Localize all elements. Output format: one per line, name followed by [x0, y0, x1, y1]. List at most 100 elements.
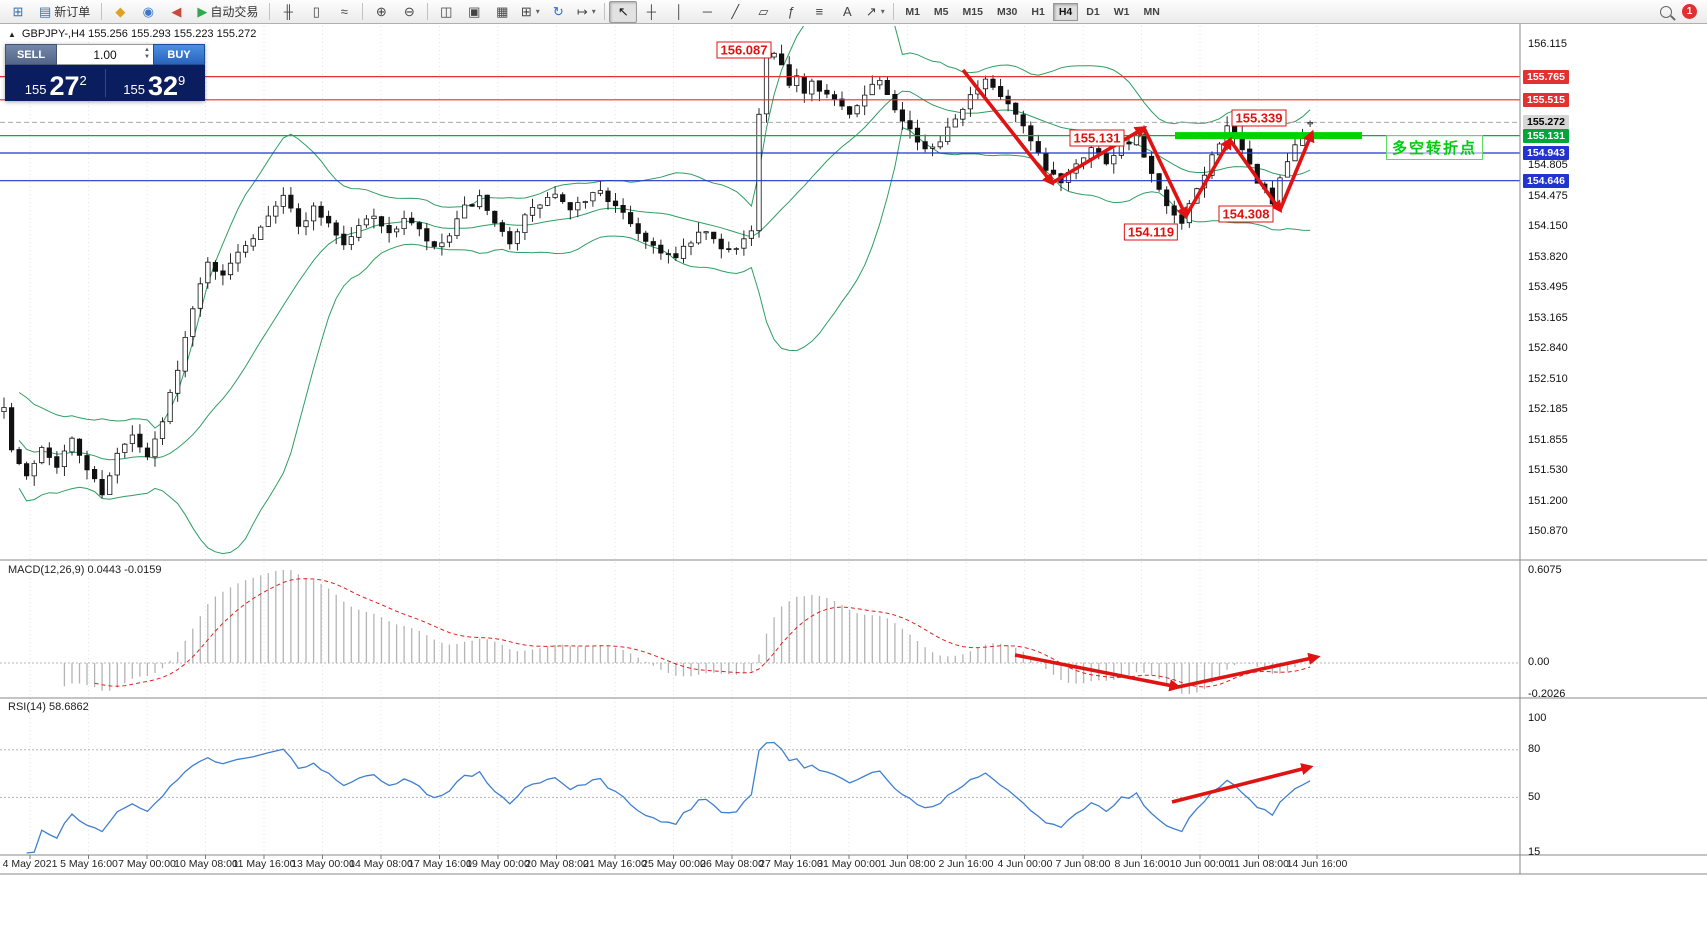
timeframe-M15[interactable]: M15 [962, 5, 983, 18]
timeframe-W1[interactable]: W1 [1113, 5, 1130, 18]
one-click-trade-panel: SELL 1.00 ▲ ▼ BUY 155 27 2 155 32 9 [5, 44, 205, 101]
time-label: 31 May 00:00 [817, 858, 881, 870]
time-label: 5 May 16:00 [60, 858, 118, 870]
sell-button[interactable]: SELL [5, 44, 57, 65]
volume-down-button[interactable]: ▼ [144, 54, 150, 60]
price-tick: 153.165 [1528, 312, 1568, 324]
volume-spinner: ▲ ▼ [144, 47, 150, 61]
notification-badge[interactable]: 1 [1682, 4, 1697, 19]
price-tick: 154.150 [1528, 220, 1568, 232]
price-level-tag[interactable]: 154.646 [1523, 174, 1569, 188]
price-scale[interactable]: 156.115 154.805 154.475 154.150 153.820 153.4… [1520, 24, 1706, 875]
trendline-tool-glyph: ╱ [731, 4, 740, 19]
price-tick: 152.840 [1528, 342, 1568, 354]
tile-windows-icon[interactable]: ◫ [432, 1, 460, 23]
candlestick-chart-icon[interactable]: ▯ [302, 1, 330, 23]
line-chart-icon[interactable]: ≈ [330, 1, 358, 23]
time-label: 14 May 08:00 [349, 858, 413, 870]
arrange-windows-icon[interactable]: ▦ [488, 1, 516, 23]
new-chart-button-glyph: ⊞ [12, 4, 24, 19]
annotation-price-label: 155.339 [1231, 109, 1287, 127]
grid-layer [29, 26, 1318, 859]
horizontal-line-tool[interactable]: ─ [693, 1, 721, 23]
chart-shift-icon-caret[interactable]: ▾ [591, 7, 596, 16]
annotation-price-label: 155.131 [1069, 129, 1125, 147]
buy-price-pips: 32 [147, 71, 178, 101]
community-icon-glyph: ◉ [142, 4, 154, 19]
macd-indicator-label: MACD(12,26,9) 0.0443 -0.0159 [8, 564, 162, 576]
timeframe-M1[interactable]: M1 [905, 5, 920, 18]
timeframe-H1[interactable]: H1 [1031, 5, 1045, 18]
time-label: 26 May 08:00 [700, 858, 764, 870]
buy-price-display[interactable]: 155 32 9 [108, 66, 202, 100]
time-axis[interactable]: 4 May 2021 5 May 16:00 7 May 00:00 10 May 0… [0, 858, 1540, 874]
broadcast-icon-glyph: ◀ [171, 4, 182, 19]
price-tick: 151.855 [1528, 434, 1568, 446]
price-level-tag[interactable]: 155.515 [1523, 93, 1569, 107]
time-label: 10 May 08:00 [174, 858, 238, 870]
autotrading-button[interactable]: ▶ 自动交易 [190, 1, 265, 23]
toolbar-separator [604, 3, 606, 20]
price-tick: 150.870 [1528, 525, 1568, 537]
time-label: 21 May 16:00 [583, 858, 647, 870]
broadcast-icon[interactable]: ◀ [162, 1, 190, 23]
text-tool[interactable]: A [833, 1, 861, 23]
timeframe-M5[interactable]: M5 [933, 5, 949, 18]
arrows-shapes-tool[interactable]: ↗ ▾ [861, 1, 889, 23]
app-market-icon[interactable]: ◆ [106, 1, 134, 23]
line-chart-icon-glyph: ≈ [340, 4, 348, 19]
panel-dividers [0, 24, 1707, 875]
new-order-button-label: 新订单 [54, 5, 91, 19]
arrows-shapes-tool-caret[interactable]: ▾ [880, 7, 885, 16]
time-label: 13 May 00:00 [291, 858, 355, 870]
timeframe-M30[interactable]: M30 [996, 5, 1018, 18]
new-window-icon-caret[interactable]: ▾ [535, 7, 540, 16]
search-icon[interactable] [1660, 5, 1672, 18]
grid-icon[interactable]: ≡ [805, 1, 833, 23]
new-chart-button[interactable]: ⊞ [4, 1, 32, 23]
symbol-info: ▲ GBPJPY-,H4 155.256 155.293 155.223 155… [8, 28, 256, 40]
cascade-windows-icon[interactable]: ▣ [460, 1, 488, 23]
crosshair-tool[interactable]: ┼ [637, 1, 665, 23]
price-tick: 154.475 [1528, 190, 1568, 202]
annotation-price-label: 154.308 [1218, 205, 1274, 223]
zoom-in-button[interactable]: ⊕ [367, 1, 395, 23]
crosshair-tool-glyph: ┼ [646, 4, 656, 19]
macd-scale-label: 0.6075 [1528, 564, 1562, 576]
rsi-scale-label: 80 [1528, 743, 1541, 755]
trendline-tool[interactable]: ╱ [721, 1, 749, 23]
grid-icon-glyph: ≡ [815, 4, 824, 19]
chart-shift-icon[interactable]: ↦ ▾ [572, 1, 600, 23]
buy-button[interactable]: BUY [153, 44, 205, 65]
sell-price-display[interactable]: 155 27 2 [9, 66, 103, 100]
price-tick: 152.510 [1528, 373, 1568, 385]
arrows-shapes-tool-glyph: ↗ [865, 4, 877, 19]
price-level-tag[interactable]: 154.943 [1523, 146, 1569, 160]
new-order-button[interactable]: ▤ 新订单 [32, 1, 97, 23]
rsi-scale-label: 50 [1528, 791, 1541, 803]
price-level-tag[interactable]: 155.765 [1523, 70, 1569, 84]
volume-up-button[interactable]: ▲ [144, 47, 150, 53]
channel-tool[interactable]: ▱ [749, 1, 777, 23]
timeframe-H4[interactable]: H4 [1052, 2, 1079, 21]
zoom-out-button[interactable]: ⊖ [395, 1, 423, 23]
fibonacci-tool[interactable]: ƒ [777, 1, 805, 23]
autotrading-button-label: 自动交易 [210, 5, 259, 19]
timeframe-D1[interactable]: D1 [1086, 5, 1100, 18]
cursor-tool[interactable]: ↖ [609, 0, 638, 23]
time-label: 4 May 2021 [2, 858, 58, 870]
timeframe-MN[interactable]: MN [1143, 5, 1160, 18]
collapse-panel-icon[interactable]: ▲ [8, 29, 16, 39]
price-level-tag[interactable]: 155.272 [1523, 115, 1569, 129]
auto-scroll-icon[interactable]: ↻ [544, 1, 572, 23]
vertical-line-tool[interactable]: │ [665, 1, 693, 23]
price-level-tag[interactable]: 155.131 [1523, 129, 1569, 143]
new-window-icon[interactable]: ⊞ ▾ [516, 1, 544, 23]
zoom-out-button-glyph: ⊖ [403, 4, 415, 19]
community-icon[interactable]: ◉ [134, 1, 162, 23]
volume-input[interactable]: 1.00 ▲ ▼ [57, 44, 153, 65]
bar-chart-icon[interactable]: ╫ [274, 1, 302, 23]
time-label: 20 May 08:00 [525, 858, 589, 870]
macd-scale-label: -0.2026 [1528, 688, 1566, 700]
